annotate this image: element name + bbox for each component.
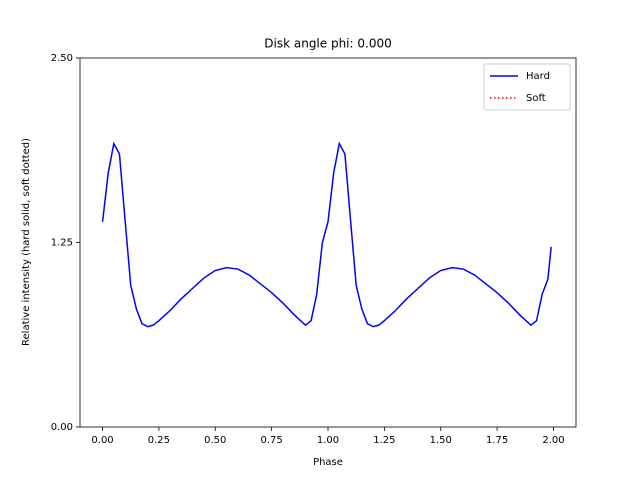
y-tick-label: 1.25 — [51, 238, 73, 249]
legend-label: Soft — [526, 93, 546, 104]
x-tick-label: 2.00 — [542, 435, 564, 446]
y-tick-label: 0.00 — [51, 422, 73, 433]
x-tick-label: 0.00 — [91, 435, 113, 446]
x-tick-label: 1.75 — [486, 435, 508, 446]
x-tick-label: 1.00 — [317, 435, 339, 446]
legend-label: Hard — [526, 71, 550, 82]
chart-title: Disk angle phi: 0.000 — [264, 37, 391, 51]
x-tick-label: 0.75 — [261, 435, 283, 446]
plot-frame — [79, 57, 577, 428]
y-axis-label: Relative intensity (hard solid, soft dot… — [21, 138, 32, 346]
y-tick-label: 2.50 — [51, 53, 73, 64]
series-line — [101, 141, 552, 328]
x-axis-label: Phase — [313, 457, 343, 468]
x-tick-label: 0.25 — [148, 435, 170, 446]
x-tick-label: 1.50 — [430, 435, 452, 446]
x-tick-label: 0.50 — [204, 435, 226, 446]
x-tick-label: 1.25 — [373, 435, 395, 446]
